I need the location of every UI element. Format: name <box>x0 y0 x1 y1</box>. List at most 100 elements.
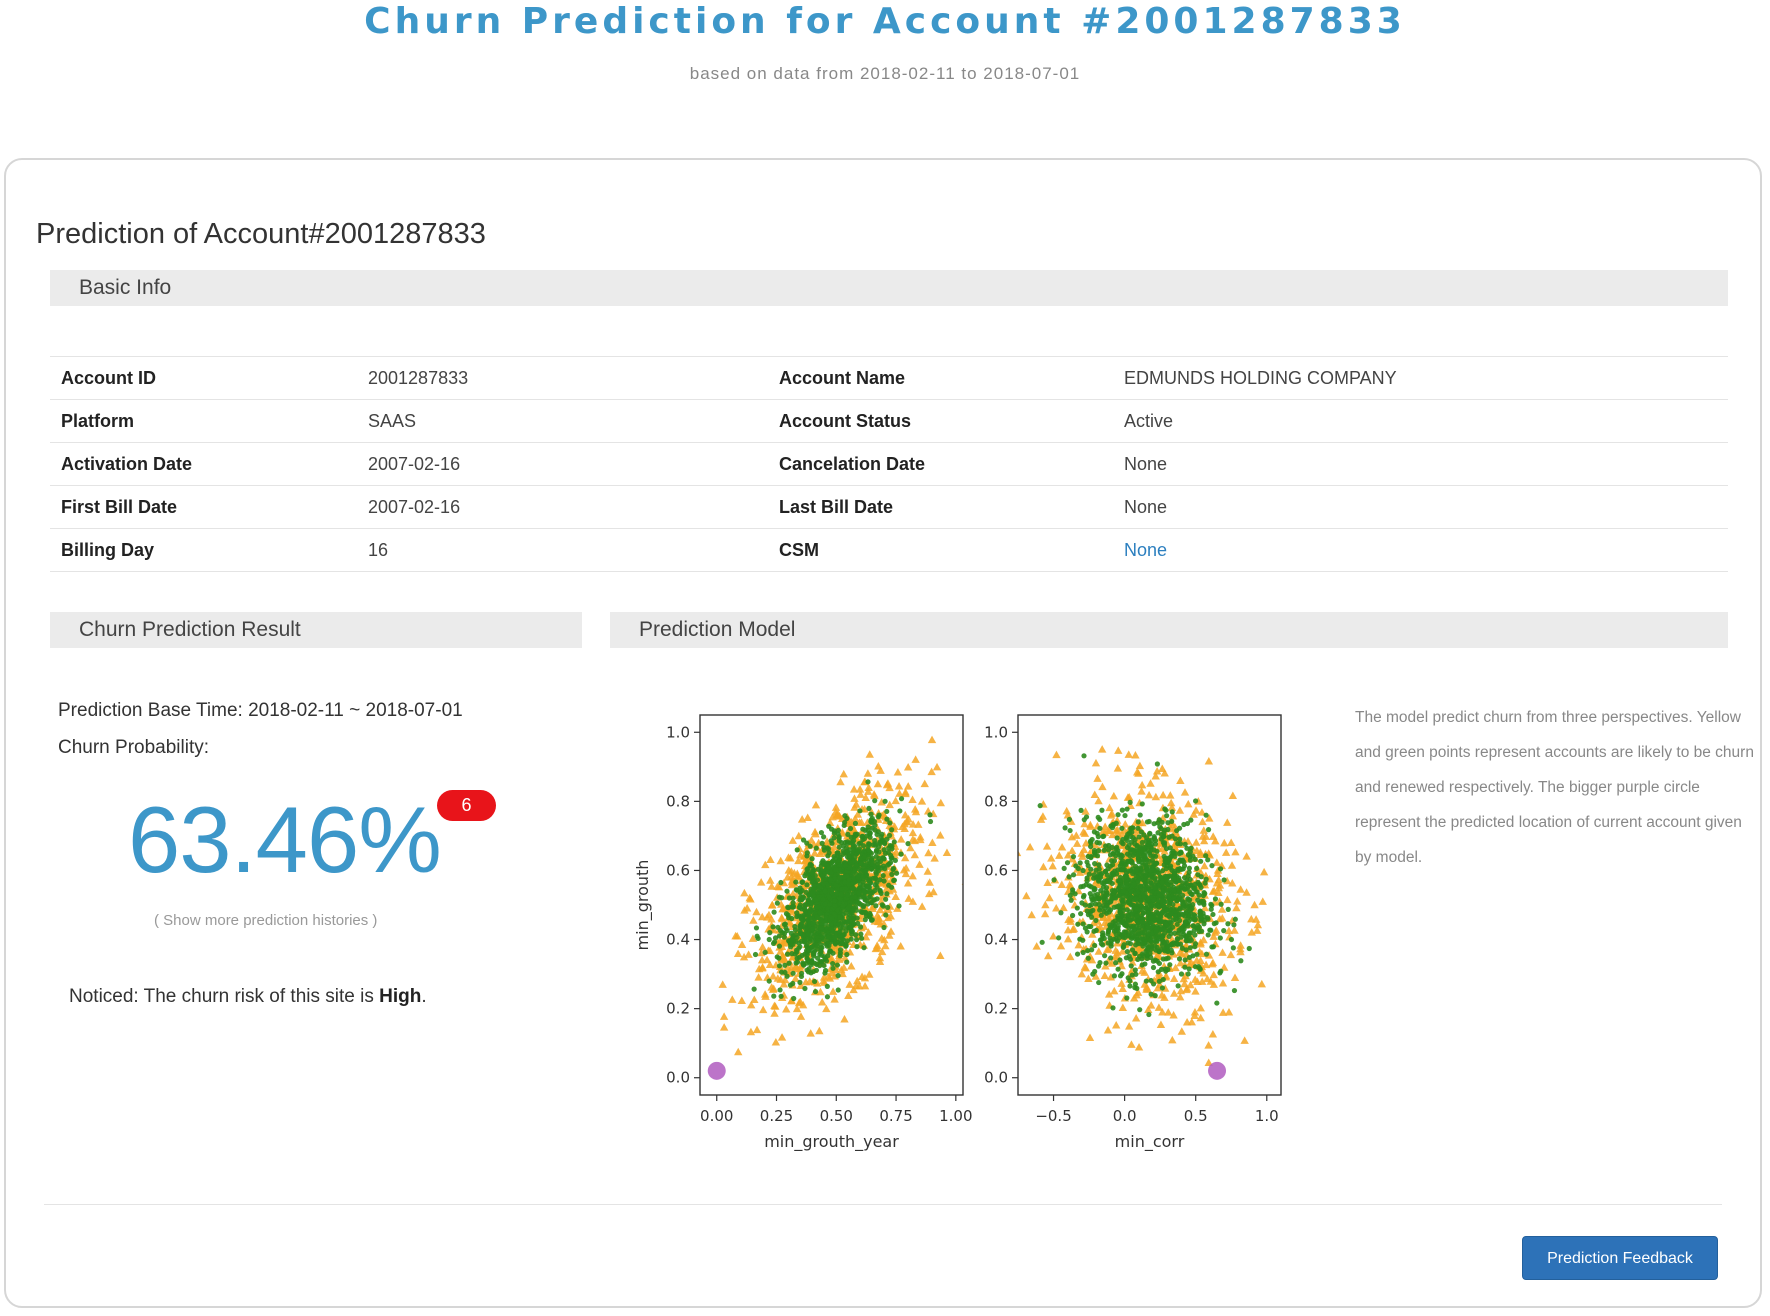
renew-point <box>1230 945 1236 951</box>
churn-point <box>1124 750 1133 758</box>
renew-point <box>1141 877 1147 883</box>
renew-point <box>1192 885 1198 891</box>
renew-point <box>1096 963 1102 969</box>
csm-link[interactable]: None <box>1124 540 1168 560</box>
churn-point <box>1080 829 1090 837</box>
renew-point <box>1154 848 1160 854</box>
renew-point <box>798 916 804 922</box>
model-header: Prediction Model <box>610 612 1728 648</box>
renew-point <box>804 936 811 942</box>
renew-point <box>840 902 846 909</box>
renew-point <box>1135 825 1141 831</box>
renew-point <box>797 897 803 903</box>
renew-point <box>1148 954 1154 961</box>
renew-point <box>840 843 847 849</box>
renew-point <box>1122 922 1128 928</box>
churn-point <box>1204 1041 1213 1049</box>
renew-point <box>846 881 852 887</box>
renew-point <box>805 917 811 923</box>
churn-point <box>810 827 820 836</box>
churn-point <box>1175 992 1185 1001</box>
renew-point <box>1108 941 1114 947</box>
renew-point <box>861 854 868 860</box>
renew-point <box>881 924 887 931</box>
renew-point <box>803 889 809 895</box>
churn-point <box>768 900 777 909</box>
renew-point <box>834 850 840 856</box>
renew-point <box>1186 966 1192 972</box>
renew-point <box>1151 897 1157 903</box>
renew-point <box>836 834 842 840</box>
renew-point <box>1084 859 1090 865</box>
renew-point <box>1116 892 1122 899</box>
churn-point <box>1154 972 1163 981</box>
churn-point <box>830 995 839 1003</box>
renew-point <box>766 936 772 943</box>
renew-point <box>1141 894 1147 900</box>
churn-point <box>1117 829 1127 838</box>
renew-point <box>821 962 827 969</box>
churn-point <box>1018 850 1022 857</box>
renew-point <box>889 871 895 877</box>
renew-point <box>1095 878 1102 884</box>
show-histories-link[interactable]: ( Show more prediction histories ) <box>154 912 378 929</box>
renew-point <box>783 925 789 931</box>
history-count-badge[interactable]: 6 <box>437 790 496 821</box>
footer-divider <box>44 1204 1722 1205</box>
churn-point <box>718 980 727 988</box>
renew-point <box>862 862 868 868</box>
churn-point <box>851 800 861 808</box>
basic-info-table: Account ID 2001287833 Account Name EDMUN… <box>50 356 1728 572</box>
plot-frame <box>1017 714 1282 1096</box>
x-tick-label: 1.0 <box>1255 1107 1279 1125</box>
churn-point <box>1200 861 1209 870</box>
renew-point <box>1192 798 1199 804</box>
renew-point <box>865 901 871 907</box>
churn-point <box>1231 847 1240 856</box>
renew-point <box>1165 820 1171 826</box>
renew-point <box>872 822 878 828</box>
renew-point <box>1157 824 1163 830</box>
renew-point <box>1181 859 1187 865</box>
renew-point <box>1176 850 1182 857</box>
renew-point <box>1182 918 1189 925</box>
churn-point <box>908 828 918 837</box>
churn-point <box>762 913 772 921</box>
prediction-feedback-button[interactable]: Prediction Feedback <box>1522 1236 1718 1280</box>
renew-point <box>1198 874 1204 880</box>
churn-point <box>740 888 749 897</box>
churn-point <box>816 987 825 996</box>
churn-point <box>908 795 917 803</box>
renew-point <box>789 937 795 943</box>
renew-point <box>1039 939 1045 945</box>
renew-point <box>844 869 850 875</box>
renew-point <box>1115 966 1121 972</box>
churn-point <box>861 793 870 801</box>
model-description: The model predict churn from three persp… <box>1355 709 1754 866</box>
renew-point <box>815 877 821 883</box>
renew-point <box>1140 910 1147 916</box>
renew-point <box>791 995 797 1002</box>
renew-point <box>1183 909 1189 915</box>
renew-point <box>1102 868 1109 874</box>
churn-point <box>819 973 829 981</box>
renew-point <box>1106 909 1112 915</box>
renew-point <box>872 798 878 804</box>
renew-point <box>1194 865 1200 871</box>
churn-point <box>875 957 885 966</box>
churn-point <box>773 882 782 890</box>
renew-point <box>1156 892 1163 898</box>
renew-point <box>1228 936 1235 943</box>
renew-point <box>1103 960 1109 966</box>
churn-point <box>885 931 894 939</box>
renew-point <box>829 840 835 846</box>
churn-point <box>925 889 934 898</box>
renew-point <box>1172 930 1178 936</box>
churn-point <box>1040 909 1050 918</box>
churn-point <box>1067 846 1077 855</box>
renew-point <box>814 914 820 920</box>
churn-point <box>737 940 747 949</box>
churn-point <box>1146 779 1155 787</box>
renew-point <box>832 934 838 940</box>
churn-point <box>1114 746 1123 754</box>
